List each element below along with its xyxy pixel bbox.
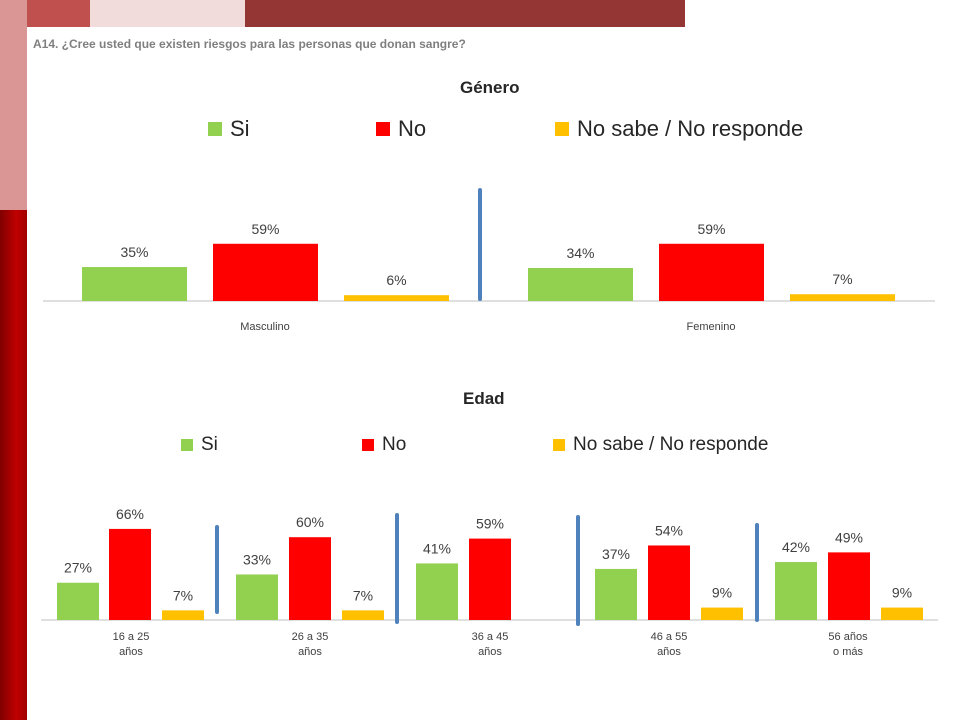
header-bar-segment xyxy=(27,0,90,27)
legend-swatch-nsnr xyxy=(553,439,565,451)
data-label-nsnr: 7% xyxy=(832,271,852,287)
category-label: Masculino xyxy=(240,321,290,333)
data-label-no: 59% xyxy=(251,221,279,237)
bar-no xyxy=(659,243,764,301)
bar-nsnr xyxy=(701,607,743,620)
legend-item-nsnr: No sabe / No responde xyxy=(553,434,768,456)
legend-item-si: Si xyxy=(181,434,218,456)
category-label-line: Masculino xyxy=(240,321,290,333)
data-label-no: 59% xyxy=(697,221,725,237)
category-label-line: años xyxy=(657,646,681,658)
legend-label-si: Si xyxy=(201,434,218,455)
legend-item-si: Si xyxy=(208,116,250,142)
category-label-line: 46 a 55 xyxy=(651,631,688,643)
bar-si xyxy=(528,268,633,301)
bar-si xyxy=(236,574,278,620)
bar-no xyxy=(213,243,318,301)
data-label-no: 66% xyxy=(116,506,144,522)
bar-nsnr xyxy=(162,610,204,620)
data-label-si: 33% xyxy=(243,551,271,567)
legend-label-no: No xyxy=(382,434,407,455)
data-label-si: 35% xyxy=(120,244,148,260)
category-label-line: 36 a 45 xyxy=(472,631,509,643)
category-label-line: años xyxy=(298,646,322,658)
data-label-si: 37% xyxy=(602,546,630,562)
sidebar-accent xyxy=(0,210,27,720)
category-label-line: Femenino xyxy=(687,321,736,333)
legend-label-no: No xyxy=(398,116,427,141)
category-label: Femenino xyxy=(687,321,736,333)
legend-swatch-nsnr xyxy=(555,122,569,136)
legend-swatch-no xyxy=(362,439,374,451)
header-bar-segment xyxy=(90,0,245,27)
category-label-line: años xyxy=(478,646,502,658)
category-label-line: 26 a 35 xyxy=(292,631,329,643)
question-title: A14. ¿Cree usted que existen riesgos par… xyxy=(33,37,466,51)
data-label-nsnr: 6% xyxy=(386,272,406,288)
data-label-si: 34% xyxy=(566,245,594,261)
bar-no xyxy=(648,545,690,620)
data-label-nsnr: 9% xyxy=(712,585,732,601)
bar-no xyxy=(469,538,511,620)
legend-swatch-si xyxy=(181,439,193,451)
bar-si xyxy=(82,267,187,301)
data-label-nsnr: 7% xyxy=(173,587,193,603)
legend-label-nsnr: No sabe / No responde xyxy=(573,434,769,455)
data-label-no: 49% xyxy=(835,529,863,545)
data-label-no: 59% xyxy=(476,516,504,532)
category-label-line: años xyxy=(119,646,143,658)
bar-no xyxy=(828,552,870,620)
data-label-nsnr: 9% xyxy=(892,585,912,601)
bar-no xyxy=(109,528,151,620)
bar-nsnr xyxy=(344,295,449,301)
bar-no xyxy=(289,537,331,620)
bar-si xyxy=(416,563,458,620)
category-label: 36 a 45 años xyxy=(472,631,509,658)
bar-nsnr xyxy=(790,294,895,301)
data-label-no: 54% xyxy=(655,522,683,538)
data-label-no: 60% xyxy=(296,514,324,530)
category-label: 16 a 25 años xyxy=(113,631,150,658)
bar-si xyxy=(595,568,637,620)
legend-item-no: No xyxy=(362,434,406,456)
bar-nsnr xyxy=(342,610,384,620)
category-label: 26 a 35 años xyxy=(292,631,329,658)
data-label-si: 41% xyxy=(423,540,451,556)
legend-label-nsnr: No sabe / No responde xyxy=(577,116,804,141)
legend-item-nsnr: No sabe / No responde xyxy=(555,116,803,142)
category-label-line: 56 años xyxy=(828,631,868,643)
category-label: 56 años o más xyxy=(828,631,868,658)
data-label-si: 42% xyxy=(782,539,810,555)
legend-swatch-si xyxy=(208,122,222,136)
legend-item-no: No xyxy=(376,116,426,142)
bar-nsnr xyxy=(881,607,923,620)
header-bar-segment xyxy=(245,0,685,27)
chart-title-edad: Edad xyxy=(463,389,505,408)
category-label: 46 a 55 años xyxy=(651,631,688,658)
data-label-nsnr: 7% xyxy=(353,587,373,603)
bar-si xyxy=(57,582,99,620)
data-label-si: 27% xyxy=(64,560,92,576)
chart-title-genero: Género xyxy=(460,78,520,97)
category-label-line: o más xyxy=(833,646,863,658)
bar-si xyxy=(775,562,817,620)
sidebar-accent xyxy=(0,0,27,210)
legend-label-si: Si xyxy=(230,116,250,141)
category-label-line: 16 a 25 xyxy=(113,631,150,643)
legend-swatch-no xyxy=(376,122,390,136)
